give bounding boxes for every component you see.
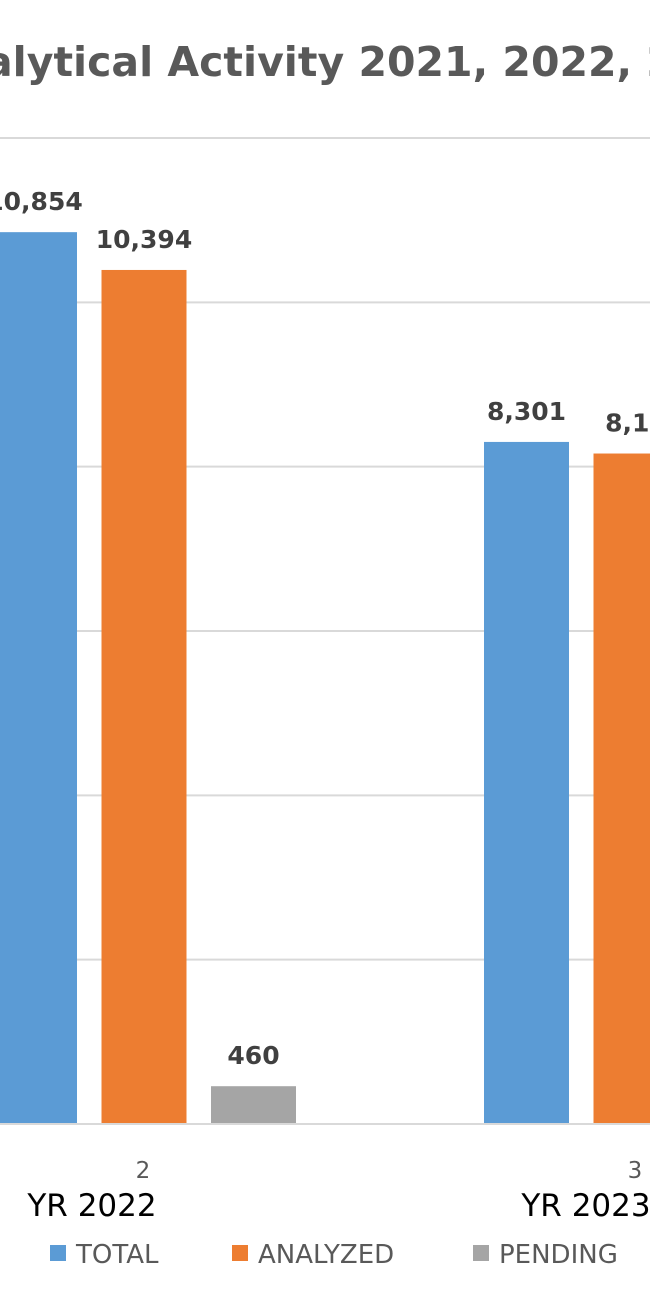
data-label-pending-0: 460 bbox=[227, 1041, 279, 1070]
data-label-analyzed-1: 8,16 bbox=[605, 409, 650, 438]
category-label-0: YR 2022 bbox=[26, 1188, 156, 1224]
data-label-total-0: 10,854 bbox=[0, 187, 83, 216]
data-labels: 10,854 8,301 10,394 8,16 460 bbox=[0, 187, 650, 1070]
legend: TOTAL ANALYZED PENDING bbox=[50, 1240, 618, 1270]
data-label-total-1: 8,301 bbox=[487, 397, 566, 426]
bars bbox=[0, 232, 650, 1125]
legend-label-total: TOTAL bbox=[75, 1240, 159, 1270]
chart-title: alytical Activity 2021, 2022, 2 bbox=[0, 38, 650, 86]
legend-label-analyzed: ANALYZED bbox=[258, 1240, 394, 1270]
category-label-1: YR 2023 bbox=[520, 1188, 650, 1224]
category-number-1: 3 bbox=[628, 1158, 643, 1184]
bar-total-1 bbox=[484, 441, 569, 1124]
bar-pending-0 bbox=[211, 1086, 296, 1124]
bar-analyzed-1 bbox=[593, 453, 650, 1124]
data-label-analyzed-0: 10,394 bbox=[96, 225, 192, 254]
legend-item-analyzed: ANALYZED bbox=[232, 1240, 394, 1270]
bar-analyzed-0 bbox=[101, 269, 187, 1124]
legend-label-pending: PENDING bbox=[499, 1240, 618, 1270]
bar-total-0 bbox=[0, 232, 77, 1125]
legend-item-total: TOTAL bbox=[50, 1240, 159, 1270]
legend-swatch-total bbox=[50, 1245, 66, 1261]
legend-swatch-analyzed bbox=[232, 1245, 248, 1261]
legend-swatch-pending bbox=[473, 1245, 489, 1261]
category-number-0: 2 bbox=[136, 1158, 151, 1184]
legend-item-pending: PENDING bbox=[473, 1240, 618, 1270]
category-axis: 2 YR 2022 3 YR 2023 bbox=[0, 1123, 650, 1224]
